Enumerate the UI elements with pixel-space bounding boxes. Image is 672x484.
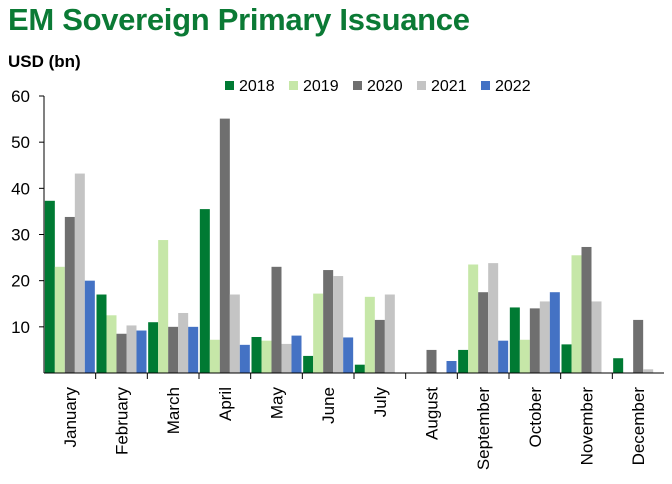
- x-tick-label: April: [216, 387, 235, 421]
- bar-2020-may: [271, 266, 282, 373]
- bar-2019-july: [364, 296, 375, 373]
- legend-label-2019: 2019: [303, 78, 339, 95]
- bar-2021-november: [591, 301, 602, 373]
- chart-title: EM Sovereign Primary Issuance: [8, 2, 470, 37]
- x-tick-label: July: [371, 387, 390, 418]
- y-tick-label: 10: [11, 318, 30, 337]
- y-tick-label: 50: [11, 133, 30, 152]
- y-axis-unit-label: USD (bn): [8, 52, 81, 71]
- bar-2019-march: [158, 240, 169, 373]
- x-tick-label: August: [423, 387, 442, 440]
- bar-2019-october: [519, 339, 530, 373]
- legend-label-2021: 2021: [431, 78, 467, 95]
- bar-2020-july: [374, 319, 385, 373]
- bar-2022-june: [343, 337, 354, 373]
- bar-2021-april: [229, 294, 240, 373]
- bar-2020-march: [168, 326, 179, 373]
- bar-2020-december: [633, 319, 644, 373]
- bar-2019-april: [209, 339, 220, 373]
- bar-2021-february: [126, 325, 137, 373]
- x-tick-label: March: [164, 387, 183, 434]
- bar-2020-april: [219, 118, 230, 373]
- bar-2021-march: [178, 312, 189, 373]
- bar-2018-september: [458, 349, 469, 373]
- y-tick-label: 60: [11, 87, 30, 106]
- y-tick-label: 40: [11, 179, 30, 198]
- bar-2018-january: [44, 200, 55, 373]
- x-tick-label: December: [629, 387, 648, 466]
- bar-2018-november: [561, 344, 572, 373]
- bar-2020-january: [64, 216, 75, 373]
- x-tick-label: May: [268, 387, 287, 420]
- x-tick-label: November: [578, 387, 597, 466]
- bar-2022-february: [136, 330, 147, 373]
- bar-2022-september: [498, 340, 509, 373]
- bars: [44, 118, 654, 373]
- bar-2022-january: [84, 280, 95, 373]
- bar-2019-february: [106, 315, 117, 373]
- bar-2021-september: [488, 263, 499, 373]
- bar-2018-april: [199, 209, 210, 373]
- bar-2022-august: [446, 360, 457, 373]
- bar-2019-november: [571, 255, 582, 373]
- legend-label-2020: 2020: [367, 78, 403, 95]
- bar-2021-december: [643, 369, 654, 373]
- legend-swatch-2020: [353, 81, 362, 90]
- bar-2018-march: [148, 322, 159, 373]
- x-tick-label: September: [474, 387, 493, 470]
- bar-2019-may: [261, 340, 272, 373]
- x-tick-label: January: [61, 387, 80, 448]
- bar-2021-october: [539, 301, 550, 373]
- bar-2019-september: [468, 264, 479, 373]
- bar-2018-july: [354, 364, 365, 373]
- bar-2018-june: [303, 355, 314, 373]
- bar-2021-may: [281, 343, 292, 373]
- bar-2022-october: [549, 292, 560, 373]
- bar-2020-august: [426, 349, 437, 373]
- legend-swatch-2018: [225, 81, 234, 90]
- bar-2018-february: [96, 294, 107, 373]
- y-tick-label: 30: [11, 226, 30, 245]
- y-axis: 10 20 30 40 50 60: [11, 87, 45, 373]
- x-tick-label: June: [319, 387, 338, 424]
- bar-2019-june: [313, 293, 324, 373]
- bar-2019-january: [54, 266, 65, 373]
- bar-2020-june: [323, 270, 334, 373]
- legend-label-2018: 2018: [239, 78, 275, 95]
- bar-2020-september: [478, 292, 489, 373]
- x-axis: January February March April May June July Augu…: [44, 372, 664, 470]
- bar-2022-april: [239, 344, 250, 373]
- legend-label-2022: 2022: [495, 78, 531, 95]
- bar-2020-november: [581, 246, 592, 373]
- bar-2021-january: [74, 173, 85, 373]
- bar-2022-may: [291, 335, 302, 373]
- bar-2020-october: [529, 308, 540, 373]
- bar-2018-may: [251, 336, 262, 373]
- legend-swatch-2021: [417, 81, 426, 90]
- bar-2018-december: [613, 358, 624, 373]
- bar-2021-july: [384, 294, 395, 373]
- legend-swatch-2022: [481, 81, 490, 90]
- x-tick-label: October: [526, 387, 545, 448]
- y-tick-label: 20: [11, 272, 30, 291]
- bar-2021-june: [333, 276, 344, 373]
- bar-2022-march: [188, 326, 199, 373]
- bar-2018-october: [509, 307, 520, 373]
- x-tick-label: February: [113, 387, 132, 456]
- bar-2020-february: [116, 333, 127, 373]
- legend-swatch-2019: [289, 81, 298, 90]
- legend: 2018 2019 2020 2021 2022: [225, 78, 531, 95]
